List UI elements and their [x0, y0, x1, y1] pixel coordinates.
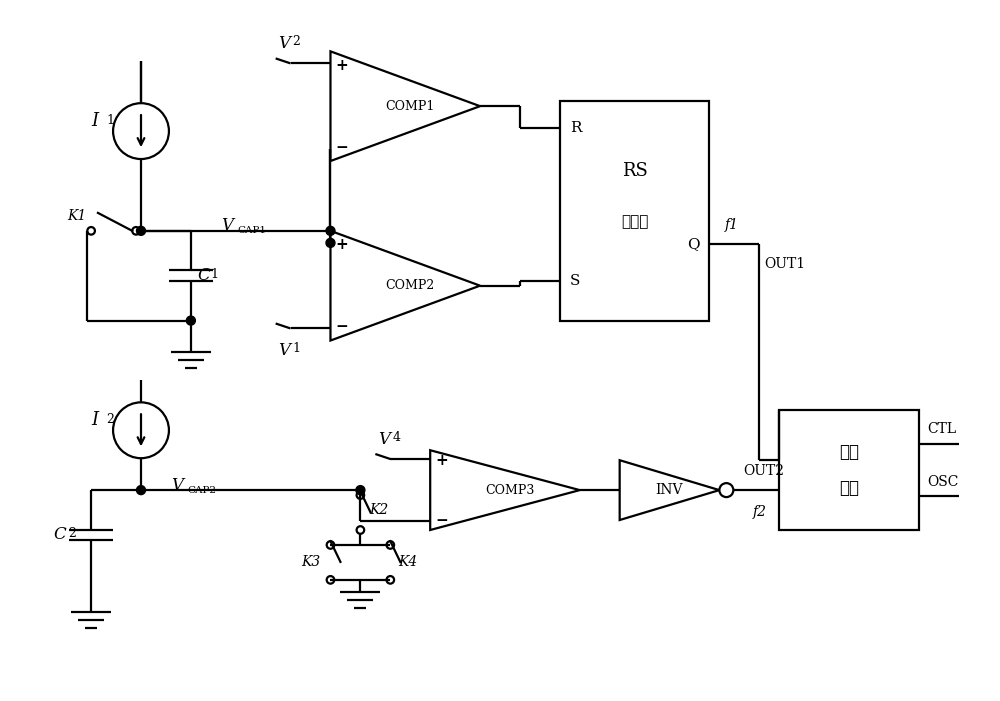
Text: V: V [171, 477, 183, 494]
Text: INV: INV [656, 483, 683, 497]
Text: 1: 1 [106, 114, 114, 127]
Text: CTL: CTL [927, 422, 956, 436]
Text: OUT2: OUT2 [743, 464, 784, 478]
Text: f1: f1 [724, 218, 738, 232]
Text: +: + [335, 237, 348, 252]
Text: 2: 2 [68, 527, 76, 540]
Circle shape [326, 226, 335, 236]
Text: COMP3: COMP3 [485, 484, 535, 496]
Text: CAP2: CAP2 [188, 486, 217, 495]
Text: 4: 4 [392, 431, 400, 444]
Text: 2: 2 [293, 36, 300, 48]
Text: 控制: 控制 [839, 479, 859, 496]
Text: K3: K3 [301, 555, 320, 569]
Text: OUT1: OUT1 [764, 257, 805, 271]
Text: C: C [53, 526, 66, 543]
Text: V: V [378, 430, 390, 447]
Text: 1: 1 [293, 342, 301, 355]
Text: −: − [335, 320, 348, 334]
Text: V: V [279, 342, 291, 359]
Circle shape [137, 486, 145, 495]
Text: 2: 2 [106, 414, 114, 426]
Text: K2: K2 [369, 503, 389, 517]
Text: I: I [91, 112, 98, 130]
Text: K1: K1 [67, 209, 86, 223]
Circle shape [186, 316, 195, 325]
Text: K4: K4 [398, 555, 418, 569]
Text: +: + [435, 453, 448, 468]
Text: 1: 1 [211, 268, 219, 280]
Text: CAP1: CAP1 [238, 226, 267, 236]
Circle shape [326, 238, 335, 247]
Text: COMP1: COMP1 [386, 100, 435, 113]
Circle shape [356, 486, 365, 495]
FancyBboxPatch shape [560, 101, 709, 320]
Text: 触发器: 触发器 [621, 215, 648, 229]
Text: I: I [91, 411, 98, 429]
Text: C: C [197, 267, 210, 284]
Text: +: + [335, 57, 348, 72]
Text: −: − [435, 512, 448, 528]
Text: V: V [221, 217, 233, 234]
Text: 逻辑: 逻辑 [839, 444, 859, 461]
Text: S: S [570, 274, 580, 288]
Text: V: V [279, 35, 291, 52]
Text: −: − [335, 139, 348, 155]
Text: COMP2: COMP2 [386, 279, 435, 292]
Text: f2: f2 [753, 505, 767, 519]
Text: R: R [570, 121, 581, 135]
FancyBboxPatch shape [779, 410, 919, 530]
Circle shape [137, 226, 145, 236]
Text: OSC: OSC [927, 475, 958, 489]
Text: Q: Q [687, 237, 699, 251]
Text: RS: RS [622, 163, 648, 180]
